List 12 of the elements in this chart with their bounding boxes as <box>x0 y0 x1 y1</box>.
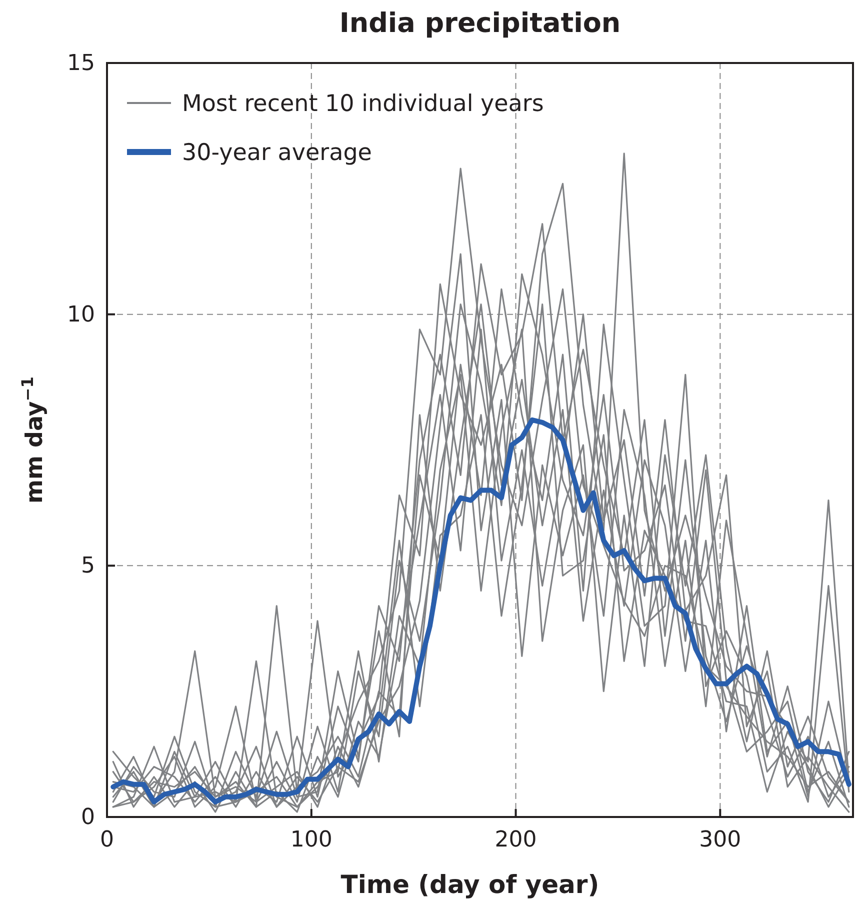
y-tick-label: 15 <box>67 51 95 76</box>
x-axis-title: Time (day of year) <box>340 870 600 899</box>
x-tick-label: 300 <box>699 828 742 853</box>
legend-label: 30-year average <box>182 140 372 166</box>
y-tick-label: 5 <box>81 554 95 579</box>
y-tick-label: 0 <box>81 805 95 830</box>
x-tick-label: 0 <box>100 828 114 853</box>
x-tick-label: 100 <box>290 828 332 853</box>
chart-title: India precipitation <box>339 8 621 39</box>
x-tick-label: 200 <box>494 828 537 853</box>
y-tick-label: 10 <box>67 302 95 328</box>
legend-label: Most recent 10 individual years <box>182 91 544 117</box>
